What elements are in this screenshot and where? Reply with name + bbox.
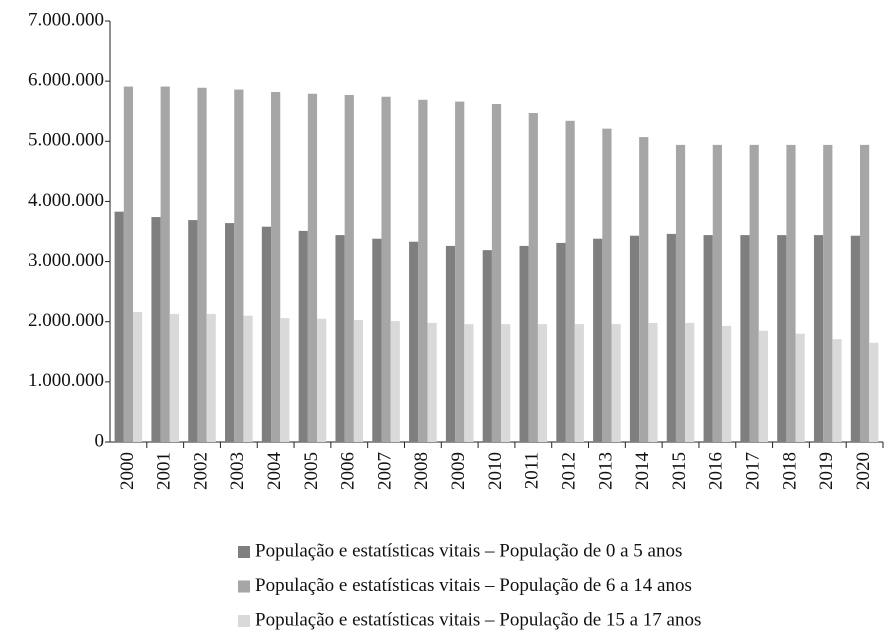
bar: [556, 242, 566, 442]
x-tick-label: 2018: [779, 452, 800, 490]
bar: [418, 99, 428, 442]
y-tick-label: 3.000.000: [28, 250, 104, 271]
bar: [409, 241, 419, 442]
x-tick-label: 2009: [448, 452, 469, 490]
y-tick-label: 6.000.000: [28, 70, 104, 91]
x-tick-label: 2019: [816, 452, 837, 490]
bar: [206, 313, 216, 442]
x-tick-label: 2020: [853, 452, 874, 490]
bar: [188, 220, 198, 442]
x-tick-label: 2004: [264, 452, 285, 491]
legend-label: População e estatísticas vitais – Popula…: [255, 609, 701, 630]
bar: [390, 321, 400, 442]
bar: [427, 322, 437, 442]
bar: [611, 324, 621, 442]
bar: [445, 245, 456, 442]
x-tick-label: 2003: [227, 452, 248, 490]
bar: [639, 137, 649, 442]
bar: [464, 324, 474, 442]
bar: [740, 235, 750, 442]
bar: [151, 217, 161, 442]
y-tick-label: 4.000.000: [28, 190, 104, 211]
bar: [721, 325, 732, 442]
bar: [629, 235, 640, 442]
x-tick-label: 2006: [338, 452, 359, 490]
x-tick-label: 2000: [117, 452, 138, 490]
bar: [602, 128, 612, 443]
bar: [537, 324, 548, 442]
bar: [685, 322, 695, 442]
bar: [859, 144, 870, 442]
bar: [786, 144, 796, 442]
x-tick-label: 2013: [595, 452, 616, 490]
bar: [565, 120, 575, 442]
bar: [850, 235, 860, 442]
bar: [197, 87, 207, 442]
bar: [574, 324, 584, 442]
bar: [795, 333, 805, 442]
bar: [133, 312, 143, 442]
bar: [372, 238, 382, 442]
bar: [271, 91, 281, 443]
bar: [869, 342, 879, 442]
bar: [501, 324, 511, 442]
legend-swatch: [238, 580, 250, 593]
bar: [675, 144, 686, 442]
legend-label: População e estatísticas vitais – Popula…: [255, 540, 682, 561]
bar: [381, 96, 391, 442]
bar: [169, 313, 180, 442]
y-tick-label: 0: [95, 430, 105, 451]
bar: [298, 230, 308, 442]
bar: [335, 235, 345, 442]
legend-swatch: [238, 546, 250, 558]
bar: [114, 211, 124, 442]
bar: [344, 94, 354, 443]
bar: [712, 144, 722, 442]
bar: [593, 238, 603, 442]
x-tick-label: 2001: [154, 452, 175, 490]
bar: [225, 223, 235, 442]
y-tick-label: 1.000.000: [28, 370, 104, 391]
bar: [758, 330, 768, 442]
x-tick-label: 2011: [522, 452, 543, 489]
bar: [813, 235, 824, 442]
bar: [455, 101, 465, 442]
x-tick-label: 2002: [190, 452, 211, 490]
x-tick-label: 2015: [669, 452, 690, 490]
legend-swatch: [238, 615, 250, 627]
bar: [777, 235, 787, 442]
bar: [519, 245, 529, 442]
bar: [160, 86, 170, 442]
bar: [123, 86, 134, 442]
x-tick-label: 2016: [706, 452, 727, 490]
bar: [703, 235, 713, 442]
bar: [491, 103, 502, 443]
bar: [648, 322, 658, 442]
bar: [749, 144, 759, 442]
x-tick-label: 2017: [743, 452, 764, 490]
x-tick-label: 2007: [374, 452, 395, 490]
bar: [317, 318, 327, 442]
bar: [307, 93, 318, 442]
x-tick-label: 2010: [485, 452, 506, 490]
bar: [482, 250, 492, 442]
bar: [823, 144, 833, 442]
x-tick-label: 2014: [632, 452, 653, 491]
bar: [243, 315, 253, 442]
bar: [666, 233, 676, 442]
bar: [234, 89, 244, 442]
bar: [280, 318, 290, 442]
y-tick-label: 5.000.000: [28, 130, 104, 151]
bar: [261, 226, 272, 442]
x-tick-label: 2005: [301, 452, 322, 490]
bar: [528, 113, 538, 443]
y-tick-label: 7.000.000: [28, 9, 104, 30]
bar: [353, 319, 364, 442]
bar: [832, 339, 842, 442]
x-tick-label: 2012: [558, 452, 579, 490]
y-tick-label: 2.000.000: [28, 310, 104, 331]
x-tick-label: 2008: [411, 452, 432, 490]
legend-label: População e estatísticas vitais – Popula…: [255, 575, 692, 596]
